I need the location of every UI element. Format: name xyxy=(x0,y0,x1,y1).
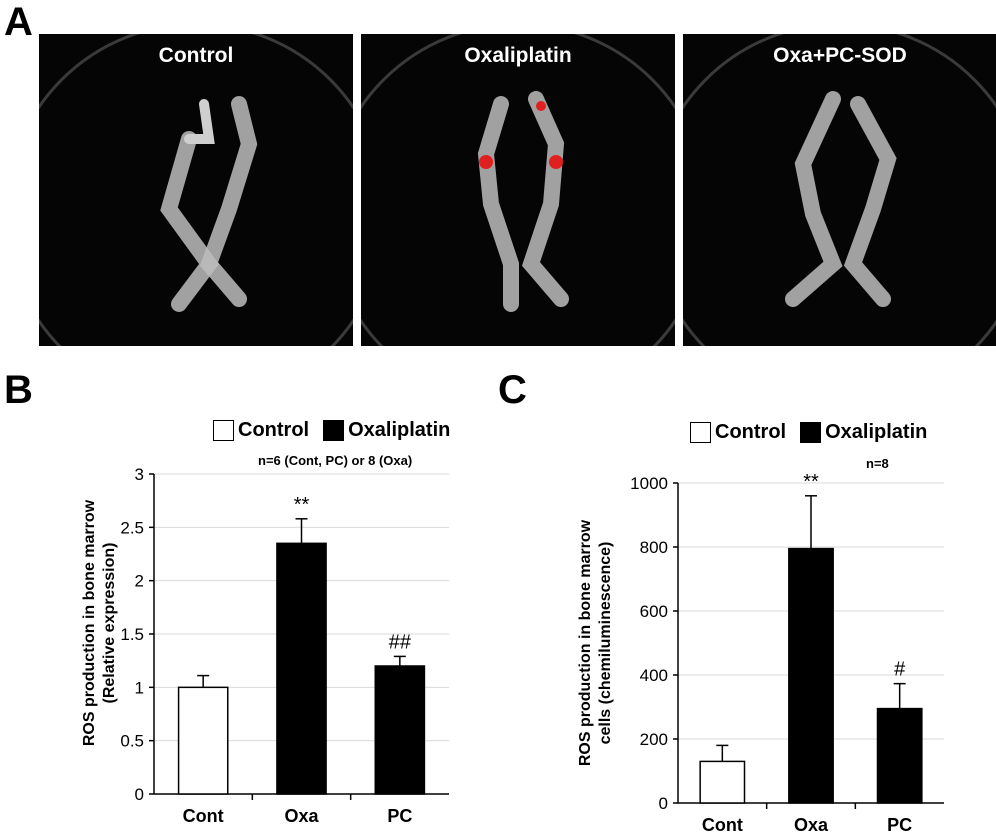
legend-item-control-c: Control xyxy=(690,421,786,444)
panel-a-letter: A xyxy=(4,0,33,44)
legend-label-oxaliplatin: Oxaliplatin xyxy=(348,419,451,441)
significance-mark: ** xyxy=(803,471,819,493)
hotspot-right xyxy=(549,155,563,169)
y-axis-label-b: ROS production in bone marrow (Relative … xyxy=(80,463,120,783)
bar-cont xyxy=(177,686,229,795)
legend-item-oxaliplatin-c: Oxaliplatin xyxy=(800,421,927,444)
y-tick-label: 600 xyxy=(640,602,668,621)
y-tick-label: 1 xyxy=(135,678,144,697)
y-tick-label: 200 xyxy=(640,730,668,749)
bar-oxa xyxy=(788,547,834,804)
y-tick-label: 0 xyxy=(135,785,144,804)
oxa-pc-sod-bone-image xyxy=(683,34,996,346)
bar-pc xyxy=(374,665,426,795)
significance-mark: ## xyxy=(389,631,412,653)
x-tick-label: Cont xyxy=(702,815,743,835)
legend-swatch-oxaliplatin-c xyxy=(800,422,822,443)
y-axis-label-c-line2: cells (chemiluminescence) xyxy=(597,541,614,745)
control-bone-image xyxy=(39,34,353,346)
y-axis-label-c-line1: ROS production in bone marrow xyxy=(577,519,594,767)
legend-swatch-control xyxy=(213,420,234,441)
sample-size-note-b: n=6 (Cont, PC) or 8 (Oxa) xyxy=(258,453,413,468)
legend-item-oxaliplatin: Oxaliplatin xyxy=(323,419,450,442)
image-panel-oxaliplatin: Oxaliplatin xyxy=(361,34,675,346)
image-panel-control: Control xyxy=(39,34,353,346)
image-panel-oxa-pc-sod: Oxa+PC-SOD xyxy=(683,34,996,346)
y-tick-label: 400 xyxy=(640,666,668,685)
panel-c-letter: C xyxy=(498,368,527,412)
legend-c: Control Oxaliplatin xyxy=(690,421,941,444)
image-title-control: Control xyxy=(158,44,234,67)
y-axis-label-b-line1: ROS production in bone marrow xyxy=(81,499,98,747)
y-tick-label: 0.5 xyxy=(120,732,144,751)
bar-pc xyxy=(876,707,923,804)
legend-label-control-c: Control xyxy=(715,421,787,443)
x-tick-label: Oxa xyxy=(284,806,319,826)
x-tick-label: PC xyxy=(387,806,412,826)
y-tick-label: 0 xyxy=(659,794,668,813)
legend-swatch-oxaliplatin xyxy=(323,420,345,441)
bar-oxa xyxy=(276,542,327,795)
hotspot-left xyxy=(479,155,493,169)
y-tick-label: 3 xyxy=(135,465,144,484)
y-tick-label: 2.5 xyxy=(120,518,144,537)
x-tick-label: Oxa xyxy=(794,815,829,835)
hotspot-top xyxy=(536,101,546,111)
significance-mark: # xyxy=(894,659,906,681)
legend-swatch-control-c xyxy=(690,422,711,443)
y-tick-label: 1000 xyxy=(630,474,668,493)
legend-label-oxaliplatin-c: Oxaliplatin xyxy=(825,421,928,443)
y-tick-label: 1.5 xyxy=(120,625,144,644)
bar-cont xyxy=(699,760,746,804)
legend-b: Control Oxaliplatin xyxy=(213,419,464,442)
x-tick-label: Cont xyxy=(183,806,224,826)
legend-label-control: Control xyxy=(238,419,310,441)
x-tick-label: PC xyxy=(887,815,912,835)
image-title-oxaliplatin: Oxaliplatin xyxy=(464,44,572,67)
y-tick-label: 2 xyxy=(135,572,144,591)
legend-item-control: Control xyxy=(213,419,309,442)
y-axis-label-b-line2: (Relative expression) xyxy=(101,542,118,704)
y-tick-label: 800 xyxy=(640,538,668,557)
oxaliplatin-bone-image xyxy=(361,34,675,346)
image-title-oxa-pc-sod: Oxa+PC-SOD xyxy=(773,44,907,67)
y-axis-label-c: ROS production in bone marrow cells (che… xyxy=(576,483,616,803)
significance-mark: ** xyxy=(294,494,310,516)
sample-size-note-c: n=8 xyxy=(866,456,889,471)
panel-b-letter: B xyxy=(4,368,33,412)
